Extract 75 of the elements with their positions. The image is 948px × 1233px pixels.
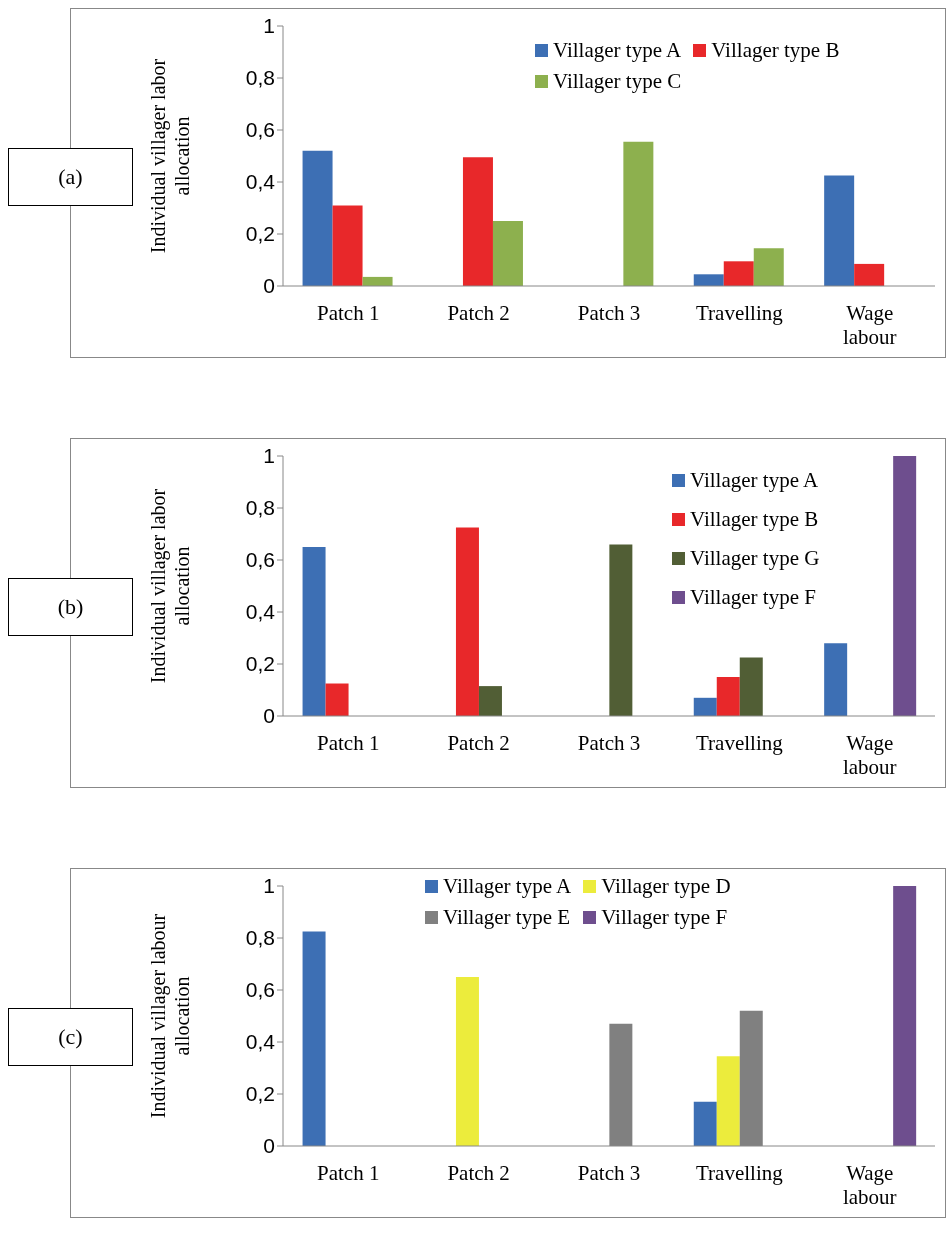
text: (c) bbox=[8, 1008, 133, 1066]
y-tick-label: 0,6 bbox=[245, 978, 275, 1002]
y-tick-label: 0,8 bbox=[245, 496, 275, 520]
y-tick-label: 0,2 bbox=[245, 1082, 275, 1106]
legend-label: Villager type A bbox=[689, 468, 820, 493]
x-tick-label: Patch 1 bbox=[317, 301, 380, 325]
bar bbox=[325, 683, 349, 716]
x-tick-label: Patch 3 bbox=[577, 1161, 641, 1185]
bar bbox=[609, 544, 633, 716]
x-tick-label: Wage labour bbox=[842, 301, 897, 349]
bar bbox=[478, 686, 502, 716]
bar bbox=[854, 263, 885, 286]
y-tick-label: 1 bbox=[263, 14, 275, 38]
legend-label: Villager type B bbox=[710, 38, 840, 63]
bar bbox=[693, 274, 724, 286]
y-tick-label: 0,2 bbox=[245, 652, 275, 676]
x-tick-label: Patch 1 bbox=[317, 1161, 380, 1185]
legend-label: Villager type G bbox=[689, 546, 820, 571]
bar bbox=[492, 221, 523, 286]
text: (a) bbox=[8, 148, 133, 206]
legend-label: Villager type F bbox=[689, 585, 817, 610]
legend-label: Villager type E bbox=[442, 905, 572, 930]
bar bbox=[302, 931, 326, 1146]
bar bbox=[462, 157, 493, 286]
bar bbox=[455, 977, 479, 1146]
bar bbox=[739, 657, 763, 716]
y-tick-label: 0 bbox=[263, 274, 275, 298]
bar bbox=[623, 141, 654, 286]
bar bbox=[302, 547, 326, 716]
bar bbox=[302, 150, 333, 286]
x-tick-label: Patch 3 bbox=[577, 731, 641, 755]
x-tick-label: Travelling bbox=[696, 1161, 784, 1185]
bar bbox=[693, 1101, 717, 1146]
bar bbox=[455, 527, 479, 716]
y-axis-title: Individual villager labour allocation bbox=[147, 913, 193, 1119]
y-tick-label: 1 bbox=[263, 874, 275, 898]
x-tick-label: Patch 2 bbox=[447, 1161, 510, 1185]
y-axis-title: Individual villager labor allocation bbox=[147, 488, 193, 684]
legend-label: Villager type C bbox=[552, 69, 682, 94]
y-axis-title: Individual villager labor allocation bbox=[147, 58, 193, 254]
y-tick-label: 0,6 bbox=[245, 548, 275, 572]
y-tick-label: 0,8 bbox=[245, 66, 275, 90]
x-tick-label: Travelling bbox=[696, 301, 784, 325]
y-tick-label: 1 bbox=[263, 444, 275, 468]
bar bbox=[753, 248, 784, 286]
x-tick-label: Patch 3 bbox=[577, 301, 641, 325]
x-tick-label: Wage labour bbox=[842, 731, 897, 779]
y-tick-label: 0,6 bbox=[245, 118, 275, 142]
bar bbox=[893, 886, 917, 1146]
y-tick-label: 0,4 bbox=[245, 600, 276, 624]
y-tick-label: 0 bbox=[263, 1134, 275, 1158]
legend-label: Villager type B bbox=[689, 507, 820, 532]
x-tick-label: Patch 1 bbox=[317, 731, 380, 755]
text: (b) bbox=[8, 578, 133, 636]
bar bbox=[716, 677, 740, 716]
legend-label: Villager type F bbox=[600, 905, 729, 930]
bar bbox=[693, 697, 717, 716]
y-tick-label: 0 bbox=[263, 704, 275, 728]
x-tick-label: Patch 2 bbox=[447, 301, 510, 325]
x-tick-label: Patch 2 bbox=[447, 731, 510, 755]
bar bbox=[824, 175, 855, 286]
x-tick-label: Travelling bbox=[696, 731, 784, 755]
y-tick-label: 0,4 bbox=[245, 1030, 276, 1054]
bar bbox=[824, 643, 848, 716]
legend-label: Villager type A bbox=[442, 874, 572, 899]
legend-label: Villager type D bbox=[600, 874, 731, 899]
y-tick-label: 0,4 bbox=[245, 170, 276, 194]
y-tick-label: 0,2 bbox=[245, 222, 275, 246]
bar bbox=[723, 261, 754, 286]
x-tick-label: Wage labour bbox=[842, 1161, 897, 1209]
legend-label: Villager type A bbox=[552, 38, 682, 63]
bar bbox=[893, 456, 917, 716]
bar bbox=[332, 205, 363, 286]
y-tick-label: 0,8 bbox=[245, 926, 275, 950]
bar bbox=[716, 1056, 740, 1146]
